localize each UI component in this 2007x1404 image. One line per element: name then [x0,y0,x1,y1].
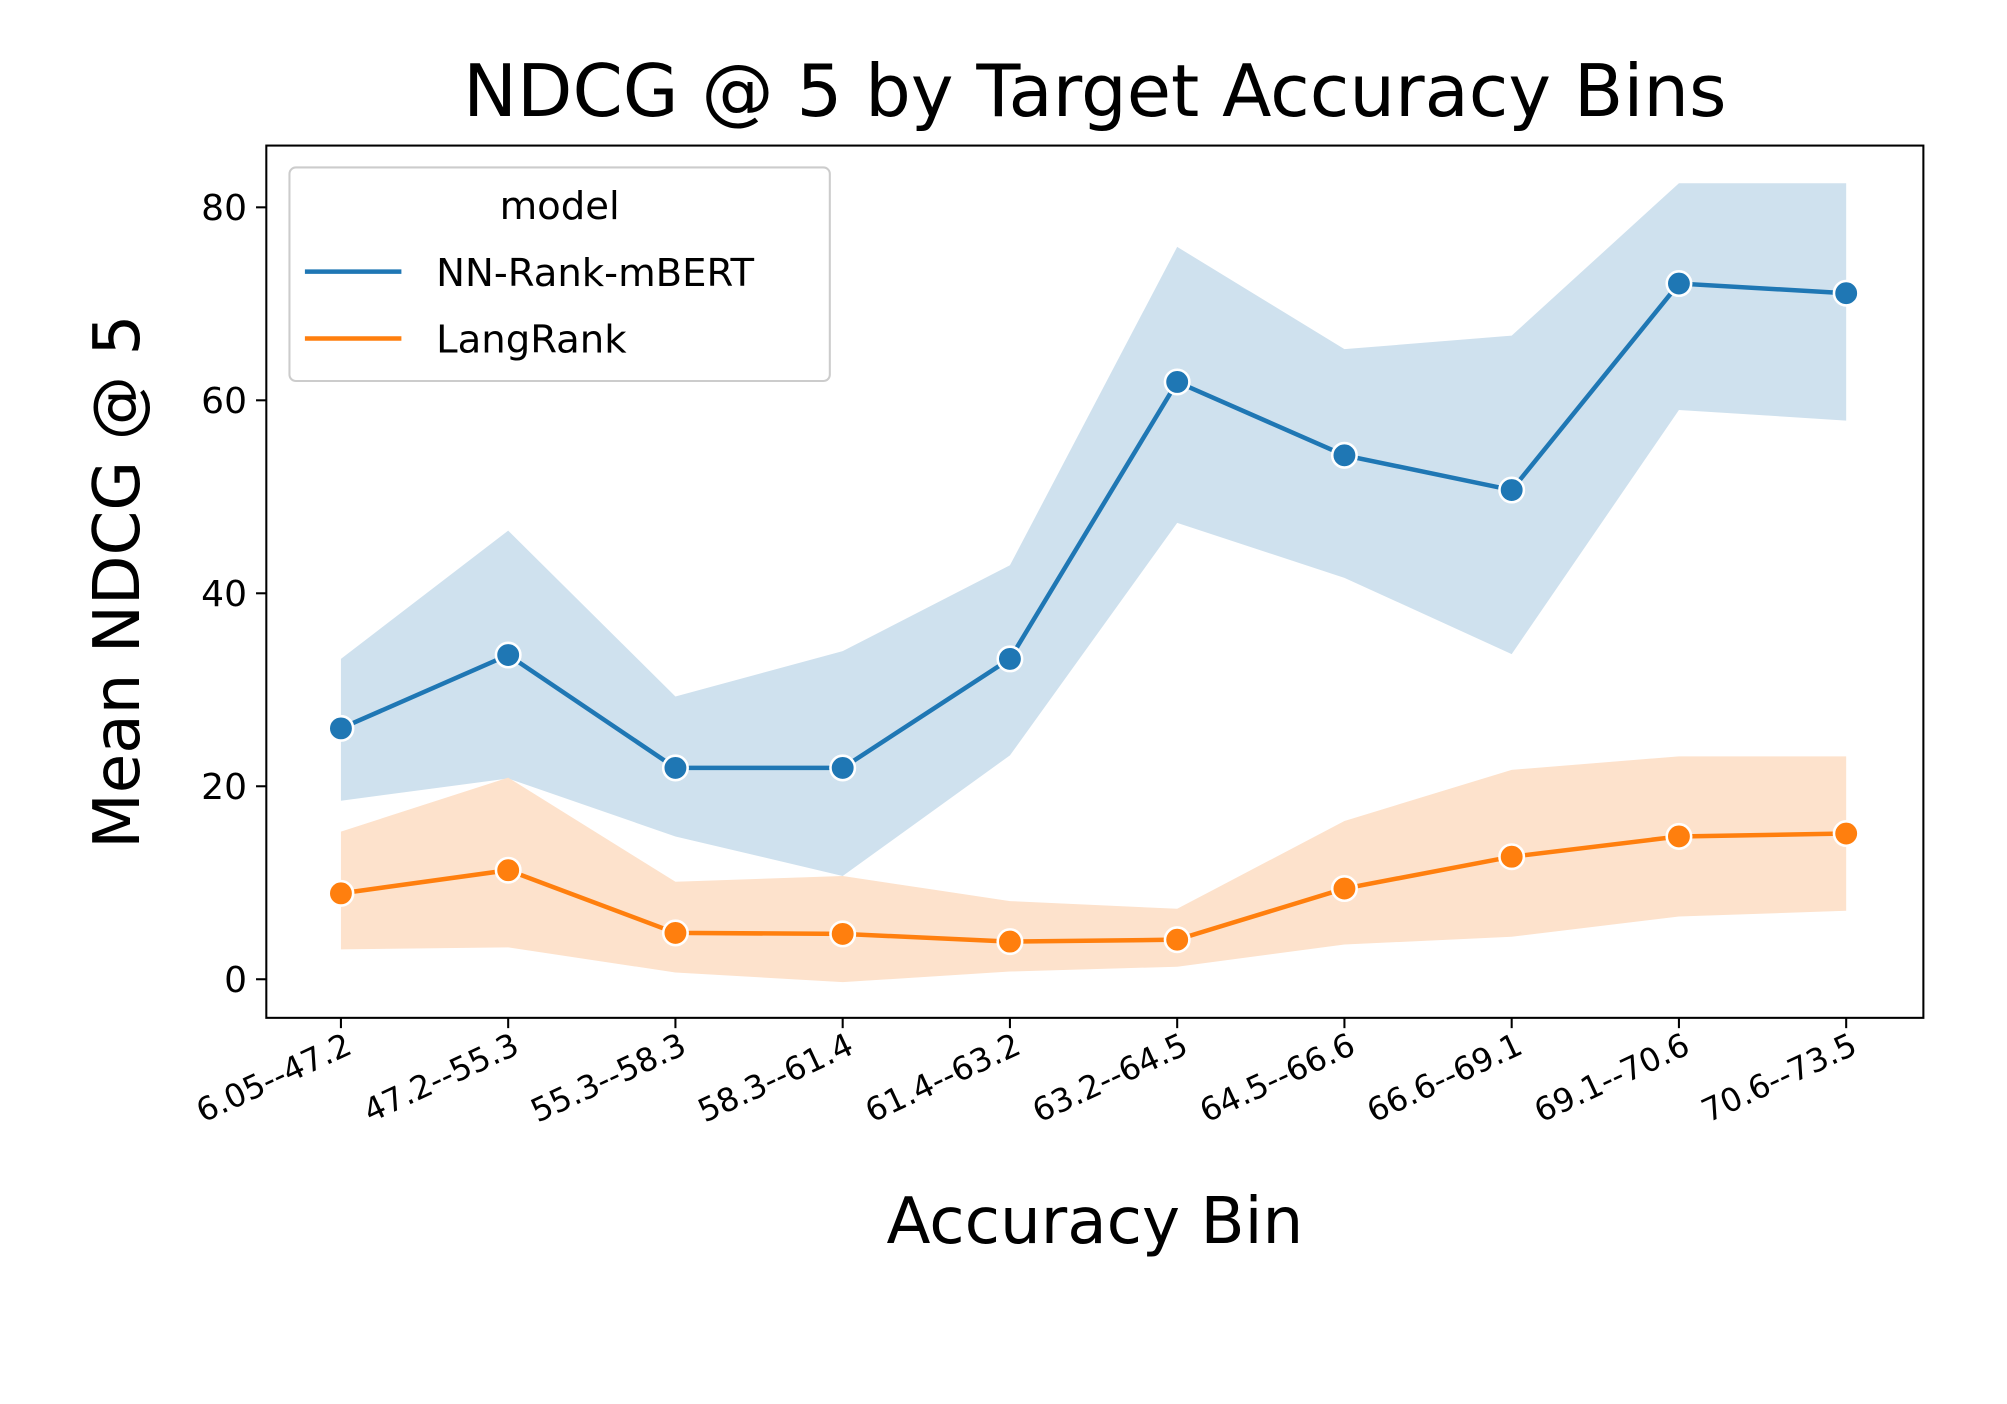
x-axis: 6.05--47.2 47.2--55.3 55.3--58.3 58.3--61.4… [190,1017,1863,1130]
legend-title: model [500,184,620,229]
point-nn-rank-mbert [1832,279,1860,307]
point-langrank [327,879,355,907]
point-langrank [996,928,1024,956]
ci-band-langrank [340,756,1847,983]
point-langrank [1665,822,1693,850]
point-langrank [1498,843,1526,871]
y-axis-label: Mean NDCG @ 5 [80,315,155,849]
y-tick-label: 0 [224,960,247,1001]
point-nn-rank-mbert [1330,441,1358,469]
plot-frame [265,144,1925,1019]
point-langrank [1832,820,1860,848]
point-langrank [829,920,857,948]
x-tick-label: 69.1--70.6 [1528,1025,1695,1130]
y-tick-label: 20 [201,767,247,808]
point-nn-rank-mbert [494,641,522,669]
point-nn-rank-mbert [996,645,1024,673]
line-nn-rank-mbert [340,281,1847,771]
legend-label-langrank: LangRank [436,318,627,363]
confidence-bands [340,183,1847,983]
y-tick-label: 80 [201,188,247,229]
legend-box [288,166,831,383]
point-langrank [1330,875,1358,903]
point-nn-rank-mbert [1163,368,1191,396]
chart-title: NDCG @ 5 by Target Accuracy Bins [463,49,1726,133]
x-tick-label: 61.4--63.2 [859,1025,1026,1130]
series-lines [327,270,1860,956]
x-tick-label: 47.2--55.3 [358,1025,525,1130]
x-tick-label: 66.6--69.1 [1361,1025,1528,1130]
x-axis-label: Accuracy Bin [886,1184,1303,1259]
x-tick-label: 70.6--73.5 [1696,1025,1863,1130]
y-tick-label: 60 [201,381,247,422]
ci-band-nn-rank-mbert [340,183,1847,877]
point-langrank [661,919,689,947]
y-axis: 0 20 40 60 80 [201,188,267,1001]
x-tick-label: 64.5--66.6 [1194,1025,1361,1130]
point-nn-rank-mbert [661,754,689,782]
legend-label-nn-rank-mbert: NN-Rank-mBERT [436,251,754,296]
point-nn-rank-mbert [1665,270,1693,298]
x-tick-label: 63.2--64.5 [1027,1025,1194,1130]
point-nn-rank-mbert [1498,476,1526,504]
x-tick-label: 55.3--58.3 [525,1025,692,1130]
point-langrank [1163,926,1191,954]
point-nn-rank-mbert [327,714,355,742]
line-langrank [340,831,1847,944]
x-tick-label: 6.05--47.2 [190,1025,357,1130]
legend: model NN-Rank-mBERT LangRank [288,166,831,383]
point-langrank [494,856,522,884]
point-nn-rank-mbert [829,754,857,782]
y-tick-label: 40 [201,574,247,615]
x-tick-label: 58.3--61.4 [692,1025,859,1130]
